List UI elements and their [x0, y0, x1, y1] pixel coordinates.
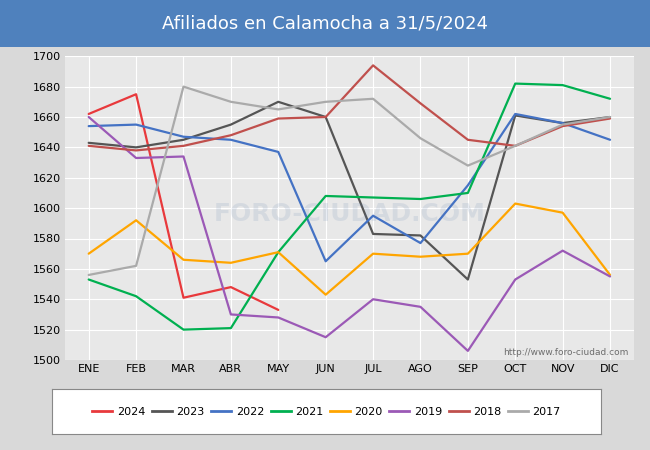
Text: http://www.foro-ciudad.com: http://www.foro-ciudad.com: [502, 348, 628, 357]
Text: FORO-CIUDAD.COM: FORO-CIUDAD.COM: [213, 202, 486, 226]
Legend: 2024, 2023, 2022, 2021, 2020, 2019, 2018, 2017: 2024, 2023, 2022, 2021, 2020, 2019, 2018…: [92, 407, 561, 417]
Text: Afiliados en Calamocha a 31/5/2024: Afiliados en Calamocha a 31/5/2024: [162, 14, 488, 33]
